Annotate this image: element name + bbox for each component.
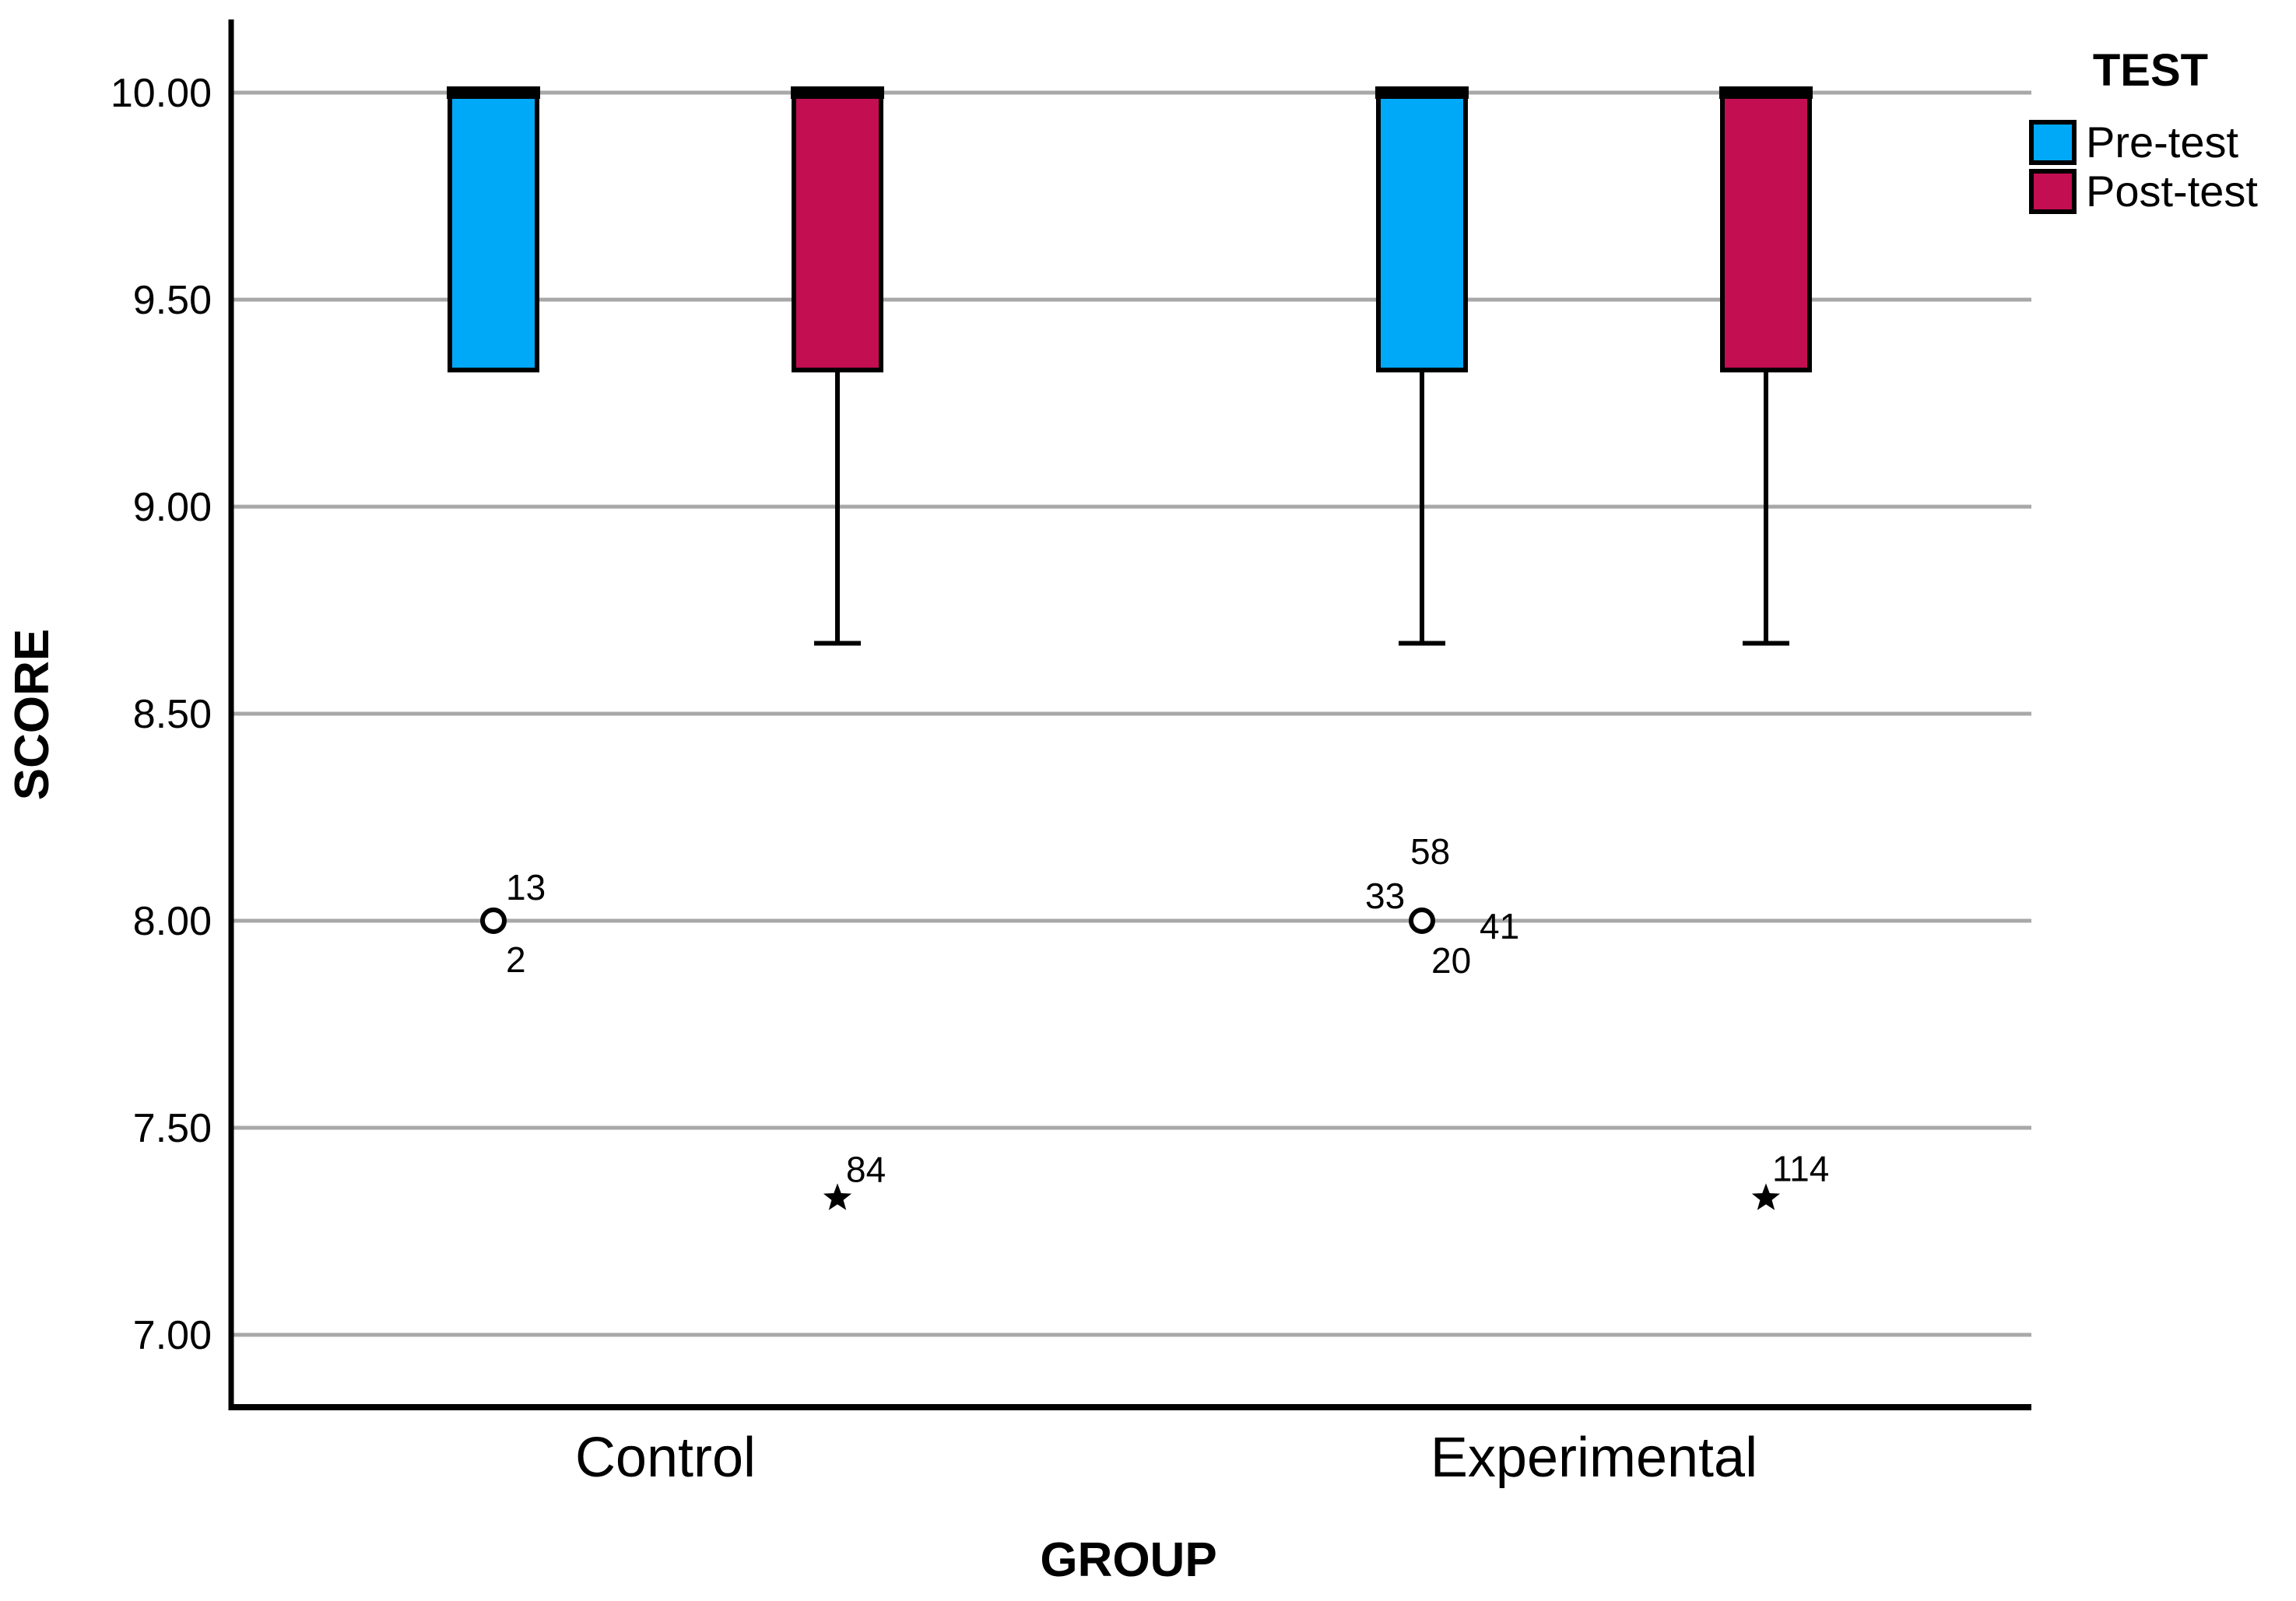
y-tick-label: 8.00 — [133, 899, 212, 944]
category-label: Control — [575, 1427, 756, 1489]
category-label: Experimental — [1431, 1427, 1757, 1489]
extreme-star-post-test-experimental — [1751, 1183, 1781, 1210]
case-label-pre-test-experimental: 20 — [1431, 940, 1471, 981]
chart-generated-layer: 10.00 9.50 9.00 8.50 8.00 7.50 7.00 Control Expe… — [111, 19, 2258, 1489]
legend-label-post-test: Post-test — [2086, 167, 2258, 216]
y-tick-label: 10.00 — [111, 71, 212, 116]
box-pre-test-experimental — [1376, 90, 1468, 373]
legend-swatch-pre-test — [2029, 120, 2077, 165]
y-tick-label: 9.00 — [133, 485, 212, 530]
y-tick-label: 9.50 — [133, 278, 212, 323]
x-axis-title: GROUP — [1040, 1533, 1216, 1587]
outlier-circle-pre-test-control — [480, 908, 507, 934]
y-tick-label: 7.50 — [133, 1106, 212, 1151]
legend-swatch-post-test — [2029, 169, 2077, 214]
y-tick-label: 7.00 — [133, 1313, 212, 1358]
case-label-post-test-control: 84 — [846, 1149, 886, 1189]
case-label-pre-test-experimental: 58 — [1410, 831, 1450, 872]
box-pre-test-control — [448, 90, 539, 373]
case-label-post-test-experimental: 114 — [1772, 1148, 1829, 1188]
case-label-pre-test-control: 2 — [506, 939, 526, 980]
legend-title: TEST — [2093, 45, 2208, 96]
case-label-pre-test-experimental: 41 — [1480, 906, 1519, 946]
extreme-star-post-test-control — [823, 1183, 852, 1210]
box-post-test-experimental — [1720, 90, 1812, 373]
y-axis-title: SCORE — [5, 629, 59, 800]
median-pre-test-experimental — [1375, 86, 1469, 99]
legend-label-pre-test: Pre-test — [2086, 118, 2238, 167]
median-post-test-control — [791, 86, 884, 99]
outlier-circle-pre-test-experimental — [1409, 908, 1435, 934]
y-tick-label: 8.50 — [133, 692, 212, 737]
case-label-pre-test-control: 13 — [506, 867, 546, 908]
case-label-pre-test-experimental: 33 — [1365, 876, 1405, 916]
median-pre-test-control — [447, 86, 540, 99]
median-post-test-experimental — [1719, 86, 1813, 99]
box-post-test-control — [792, 90, 883, 373]
